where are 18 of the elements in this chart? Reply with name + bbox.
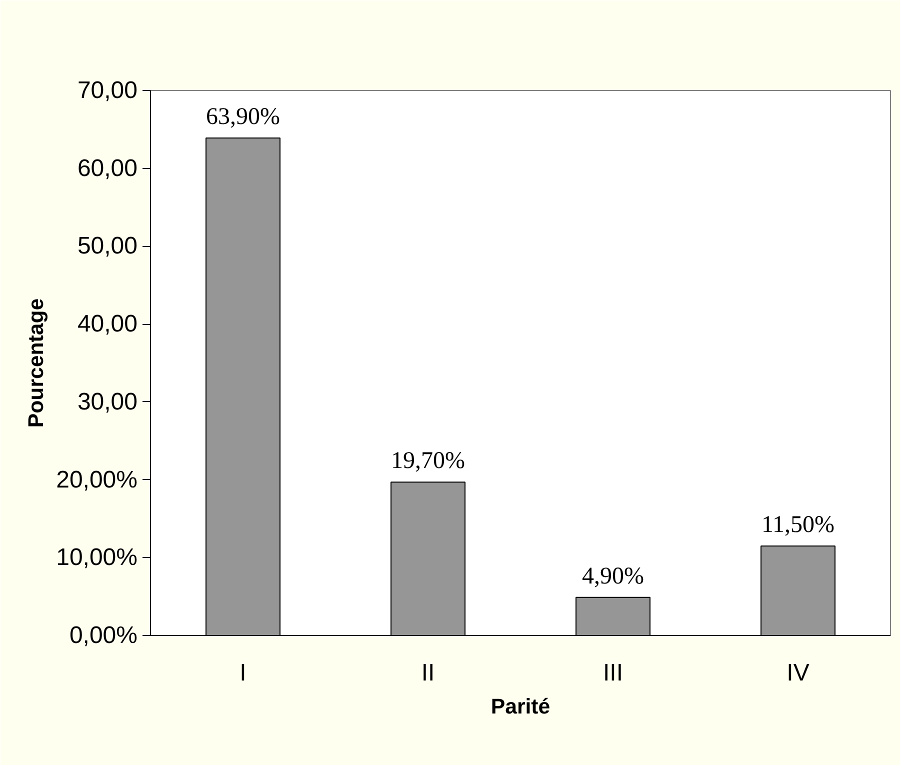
data-label: 19,70% — [391, 448, 466, 474]
data-label: 63,90% — [206, 104, 280, 130]
y-tick-label: 40,00 — [77, 310, 138, 338]
y-tick-label: 60,00 — [77, 154, 138, 182]
x-tick-label: II — [421, 660, 435, 686]
y-axis-title: Pourcentage — [24, 298, 48, 428]
y-tick-label: 0,00% — [69, 622, 138, 649]
x-tick-label: I — [240, 660, 246, 686]
y-tick-label: 20,00% — [56, 466, 138, 494]
x-tick-label: IV — [786, 660, 810, 686]
y-tick-label: 50,00 — [77, 232, 138, 260]
data-label: 11,50% — [761, 512, 835, 538]
y-tick-label: 10,00% — [56, 544, 138, 572]
data-label: 4,90% — [582, 563, 644, 590]
x-tick-label: III — [603, 660, 624, 686]
y-tick-label: 70,00 — [77, 77, 138, 104]
x-axis-title: Parité — [490, 694, 550, 718]
y-tick-label: 30,00 — [77, 388, 138, 416]
